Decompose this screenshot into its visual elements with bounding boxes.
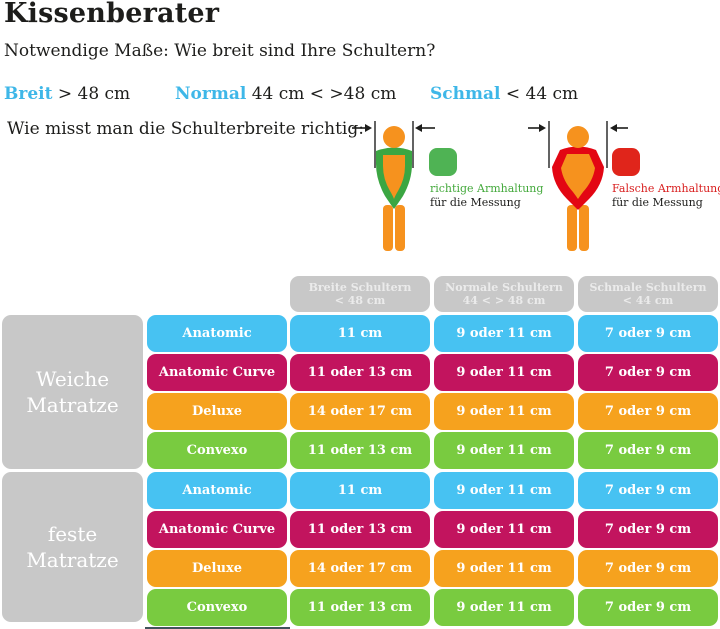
wrong-caption: Falsche Armhaltung für die Messung — [612, 182, 720, 210]
wrong-caption-line1: Falsche Armhaltung — [612, 182, 720, 195]
product-cell-deluxe[interactable]: Deluxe — [147, 393, 287, 430]
product-cell-convexo[interactable]: Convexo — [147, 589, 287, 626]
person-leg — [383, 205, 393, 251]
size-value-cell: 9 oder 11 cm — [434, 550, 574, 587]
size-value-cell: 11 cm — [290, 315, 430, 352]
size-value-cell: 7 oder 9 cm — [578, 550, 718, 587]
size-value-cell: 7 oder 9 cm — [578, 432, 718, 469]
wrong-caption-line2: für die Messung — [612, 196, 703, 209]
correct-indicator-square — [429, 148, 457, 176]
size-value-cell: 7 oder 9 cm — [578, 393, 718, 430]
product-cell-anatomic-curve[interactable]: Anatomic Curve — [147, 354, 287, 391]
measure-question: Wie misst man die Schulterbreite richtig… — [7, 119, 364, 139]
category-breit: Breit > 48 cm — [4, 84, 130, 104]
size-value-cell: 9 oder 11 cm — [434, 393, 574, 430]
size-value-cell: 11 oder 13 cm — [290, 511, 430, 548]
column-header-breite: Breite Schultern < 48 cm — [290, 276, 430, 312]
subtitle: Notwendige Maße: Wie breit sind Ihre Sch… — [4, 41, 436, 61]
size-value-cell: 9 oder 11 cm — [434, 511, 574, 548]
group-weiche-matratze: Weiche Matratze — [2, 315, 143, 469]
product-cell-convexo[interactable]: Convexo — [147, 432, 287, 469]
product-cell-anatomic[interactable]: Anatomic — [147, 315, 287, 352]
size-value-cell: 7 oder 9 cm — [578, 472, 718, 509]
category-schmal-label: Schmal — [430, 84, 501, 104]
person-head — [383, 126, 405, 148]
size-value-cell: 9 oder 11 cm — [434, 354, 574, 391]
size-value-cell: 7 oder 9 cm — [578, 315, 718, 352]
bottom-cutoff-bar — [145, 627, 290, 629]
category-breit-label: Breit — [4, 84, 53, 104]
product-cell-deluxe[interactable]: Deluxe — [147, 550, 287, 587]
category-schmal: Schmal < 44 cm — [430, 84, 578, 104]
column-header-normale: Normale Schultern 44 < > 48 cm — [434, 276, 574, 312]
size-value-cell: 9 oder 11 cm — [434, 589, 574, 626]
correct-posture-figure — [352, 121, 457, 251]
person-torso — [383, 155, 405, 199]
category-breit-range: > 48 cm — [52, 84, 131, 104]
category-normal-range: 44 cm < >48 cm — [246, 84, 397, 104]
page-title: Kissenberater — [4, 0, 220, 29]
size-value-cell: 9 oder 11 cm — [434, 472, 574, 509]
person-leg — [567, 205, 577, 251]
group-feste-matratze: feste Matratze — [2, 472, 143, 622]
category-schmal-range: < 44 cm — [500, 84, 579, 104]
column-header-schmale: Schmale Schultern < 44 cm — [578, 276, 718, 312]
category-normal-label: Normal — [175, 84, 247, 104]
category-normal: Normal 44 cm < >48 cm — [175, 84, 396, 104]
size-value-cell: 7 oder 9 cm — [578, 354, 718, 391]
correct-caption: richtige Armhaltung für die Messung — [430, 182, 580, 210]
size-value-cell: 11 oder 13 cm — [290, 432, 430, 469]
size-value-cell: 9 oder 11 cm — [434, 315, 574, 352]
person-torso — [561, 154, 595, 199]
product-cell-anatomic-curve[interactable]: Anatomic Curve — [147, 511, 287, 548]
person-leg — [395, 205, 405, 251]
correct-caption-line2: für die Messung — [430, 196, 521, 209]
person-leg — [579, 205, 589, 251]
person-head — [567, 126, 589, 148]
size-value-cell: 9 oder 11 cm — [434, 432, 574, 469]
size-value-cell: 11 oder 13 cm — [290, 589, 430, 626]
wrong-indicator-square — [612, 148, 640, 176]
product-cell-anatomic[interactable]: Anatomic — [147, 472, 287, 509]
correct-caption-line1: richtige Armhaltung — [430, 182, 544, 195]
size-value-cell: 14 oder 17 cm — [290, 550, 430, 587]
size-value-cell: 11 oder 13 cm — [290, 354, 430, 391]
size-value-cell: 11 cm — [290, 472, 430, 509]
size-value-cell: 7 oder 9 cm — [578, 511, 718, 548]
size-value-cell: 7 oder 9 cm — [578, 589, 718, 626]
wrong-posture-figure — [528, 121, 640, 251]
size-value-cell: 14 oder 17 cm — [290, 393, 430, 430]
